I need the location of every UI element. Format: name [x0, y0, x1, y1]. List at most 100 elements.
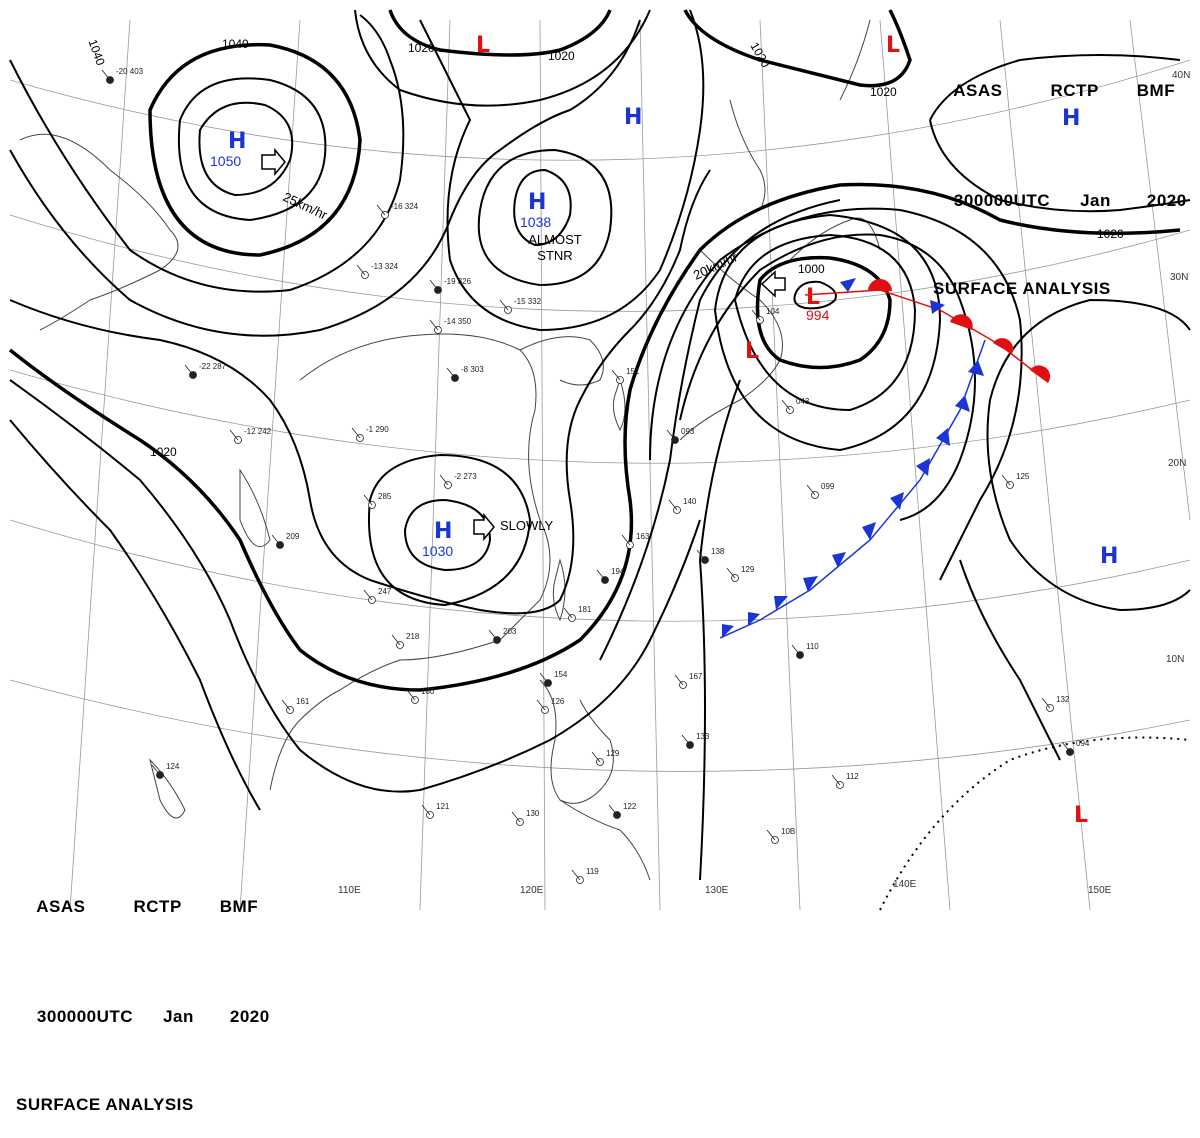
wind-barb — [1001, 474, 1011, 486]
wind-barb — [1041, 697, 1051, 709]
station-value: 161 — [296, 697, 310, 706]
low-994-motion-arrow — [760, 270, 786, 298]
lon-label-150e: 150E — [1088, 885, 1112, 896]
wind-barb — [429, 279, 439, 291]
isobar-1000 — [755, 255, 892, 370]
isobar-label-1000: 1000 — [798, 262, 825, 276]
cold-front — [719, 278, 986, 639]
header-line-1: ASAS RCTP BMF — [933, 58, 1187, 124]
isobar-high-1038 — [477, 148, 613, 287]
header-product: SURFACE ANALYSIS — [933, 279, 1111, 298]
wind-barb — [674, 674, 684, 686]
high-1030-symbol: H — [434, 519, 452, 544]
station-value: -2 273 — [454, 472, 477, 481]
wind-barb — [446, 367, 456, 379]
wind-barb — [406, 689, 416, 701]
surface-analysis-map: 1040 1040 1020 1020 1020 1020 1020 1020 … — [8, 9, 1191, 911]
station-value: 10B — [781, 827, 795, 836]
isobar-se-1 — [989, 298, 1191, 401]
wind-barb — [806, 484, 816, 496]
station-value: -14 350 — [444, 317, 472, 326]
station-value: 094 — [1076, 739, 1090, 748]
wind-barb — [281, 699, 291, 711]
header-line-2: 300000UTC Jan 2020 — [933, 168, 1187, 234]
station-value: 129 — [741, 565, 755, 574]
station-value: 129 — [606, 749, 620, 758]
wind-barb — [666, 429, 676, 441]
high-1038-motion: ALMOST STNR — [528, 232, 582, 263]
header-agency: ASAS — [953, 81, 1003, 100]
wind-barb — [101, 69, 111, 81]
station-value: 163 — [636, 532, 650, 541]
lon-label-140e: 140E — [893, 879, 917, 890]
station-value: 133 — [696, 732, 710, 741]
isobar-ne-1 — [683, 9, 912, 88]
isobar-north-small — [354, 9, 651, 107]
isobar-wide-1 — [9, 169, 711, 615]
station-value: 181 — [578, 605, 592, 614]
wind-barb — [536, 699, 546, 711]
wind-barb — [681, 734, 691, 746]
station-value: 119 — [586, 867, 599, 876]
wind-barb — [439, 474, 449, 486]
station-value: -22 287 — [199, 362, 227, 371]
wind-barb — [571, 869, 581, 881]
isobar-label-1020-d: 1020 — [1097, 227, 1124, 241]
station-value: -16 324 — [391, 202, 419, 211]
lat-label-10n: 10N — [1166, 654, 1184, 665]
wind-barb — [611, 369, 621, 381]
lat-label-20n: 20N — [1168, 458, 1186, 469]
isobar-east-4 — [698, 379, 741, 881]
isobar-se-3 — [959, 559, 1061, 761]
high-1050-motion: 25km/hr — [281, 189, 331, 223]
isobar-1040 — [148, 42, 362, 257]
station-value: 180 — [421, 687, 435, 696]
isobar-east-3 — [599, 199, 841, 661]
isobar-east-1 — [679, 233, 976, 521]
isobar-label-1020-b: 1020 — [548, 49, 575, 63]
high-1030-motion: SLOWLY — [500, 518, 554, 533]
station-value: 112 — [846, 772, 859, 781]
footer-year: 2020 — [229, 1007, 270, 1026]
wind-barb — [271, 534, 281, 546]
header-bottom-left: ASAS RCTP BMF 300000UTC Jan 2020 SURFACE ANA… — [16, 830, 270, 1138]
grid-labels: 110E 120E 130E 140E 150E 40N 30N 20N 10N — [338, 70, 1190, 896]
isobar-label-1020-e: 1020 — [870, 85, 897, 99]
header-office: BMF — [1136, 81, 1176, 100]
wind-barb — [608, 804, 618, 816]
isobar-1020-north — [388, 9, 612, 57]
station-value: 151 — [626, 367, 640, 376]
low-southeast-symbol: L — [1074, 803, 1088, 828]
station-value: 093 — [681, 427, 695, 436]
footer-station: RCTP — [133, 897, 182, 916]
header-month: Jan — [1080, 191, 1111, 210]
high-1038-motion-box: ALMOST STNR — [528, 232, 582, 263]
wind-barb — [781, 399, 791, 411]
wind-barb — [391, 634, 401, 646]
wind-barb — [621, 534, 631, 546]
footer-line-1: ASAS RCTP BMF — [16, 874, 270, 940]
station-value: 126 — [551, 697, 565, 706]
isobar-low-mid — [733, 233, 917, 412]
dotted-boundary — [879, 736, 1191, 911]
low-994-pressure: 994 — [806, 307, 830, 323]
station-value: 099 — [821, 482, 835, 491]
header-time: 300000UTC — [953, 191, 1051, 210]
low-west-symbol: L — [745, 339, 759, 364]
high-north-symbol: H — [624, 105, 642, 130]
isobar-north-3 — [419, 9, 705, 332]
wind-barb — [499, 299, 509, 311]
wind-barb — [791, 644, 801, 656]
wind-barb — [356, 264, 366, 276]
footer-product: SURFACE ANALYSIS — [16, 1095, 194, 1114]
wind-barb — [596, 569, 606, 581]
wind-barb — [184, 364, 194, 376]
station-value: 218 — [406, 632, 420, 641]
footer-office: BMF — [219, 897, 259, 916]
high-1030-pressure: 1030 — [422, 543, 453, 559]
isobar-labels: 1040 1040 1020 1020 1020 1020 1020 1020 … — [86, 37, 1125, 459]
wind-barb — [539, 672, 549, 684]
wind-barb — [363, 589, 373, 601]
warm-front — [804, 279, 1051, 383]
footer-month: Jan — [163, 1007, 194, 1026]
